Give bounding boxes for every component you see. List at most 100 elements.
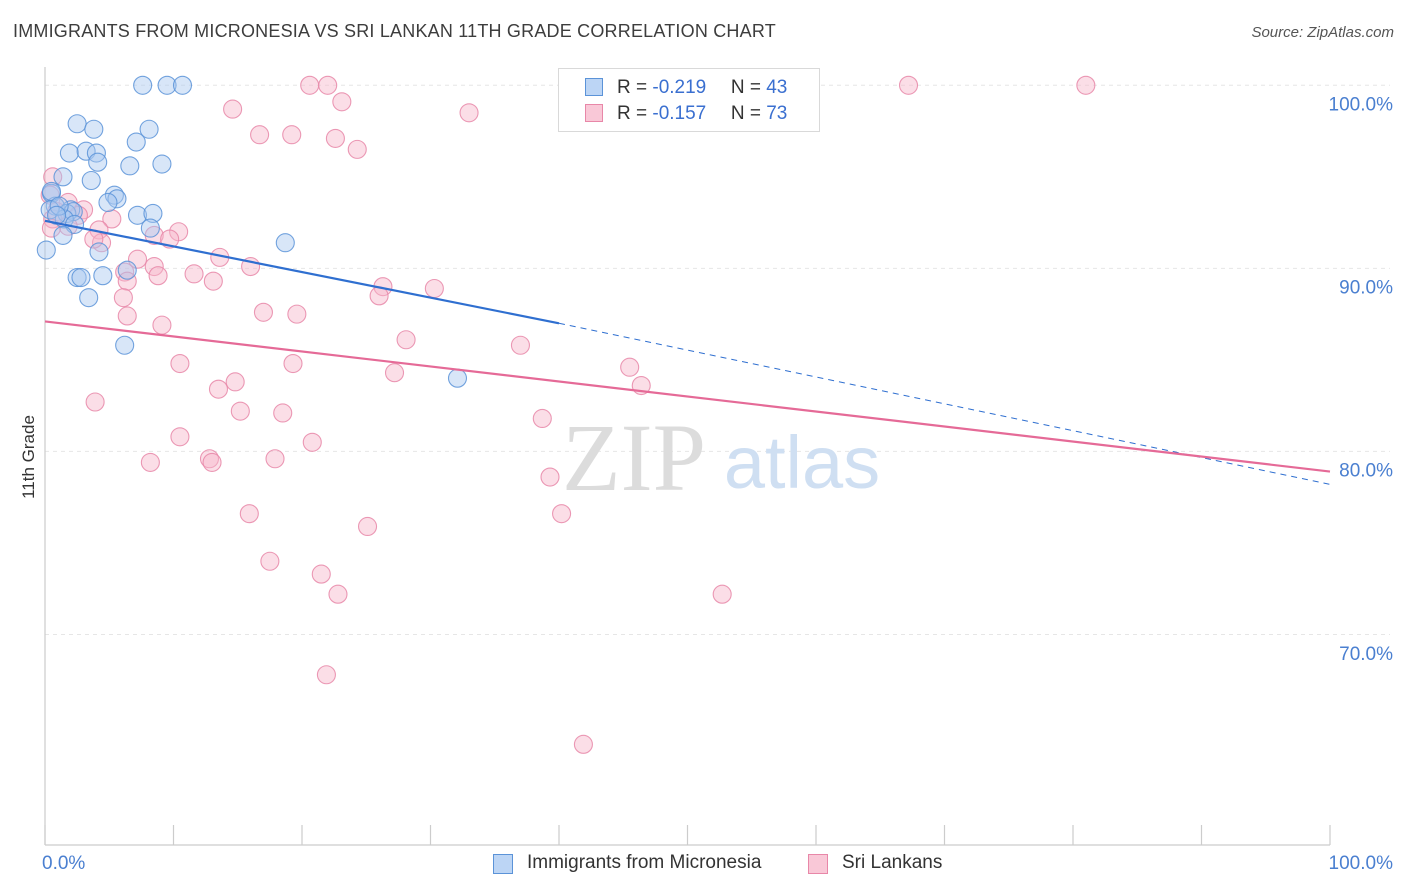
sri-lankan-point <box>532 408 552 429</box>
micronesia-point <box>152 154 172 174</box>
micronesia-point <box>172 75 193 95</box>
micronesia-point <box>126 132 146 152</box>
watermark: ZIP atlas <box>562 404 880 511</box>
sri-lankan-point <box>357 516 378 537</box>
sri-lankan-point <box>347 139 367 159</box>
sri-lankan-point <box>573 734 593 754</box>
sri-lankan-point <box>332 92 352 112</box>
sri-lankan-point <box>302 432 322 452</box>
micronesia-point <box>89 242 109 262</box>
sri-lankan-point <box>318 75 338 95</box>
legend-n-label: N = <box>730 77 767 98</box>
micronesia-point <box>53 225 73 245</box>
micronesia-point <box>140 218 160 238</box>
sri-lankan-point <box>316 665 336 685</box>
micronesia-point <box>133 75 153 95</box>
micronesia-point <box>143 203 163 223</box>
legend-r-value: -0.157 <box>652 103 707 124</box>
legend-swatch-blue <box>585 78 603 96</box>
sri-lankan-point <box>282 125 302 145</box>
legend-n-value: 43 <box>766 77 788 98</box>
bottom-legend-label: Immigrants from Micronesia <box>527 852 762 873</box>
y-axis-label: 11th Grade <box>19 415 38 499</box>
sri-lankan-point <box>273 403 293 423</box>
sri-lankan-point <box>265 449 285 469</box>
micronesia-point <box>115 335 135 355</box>
sri-lankan-point <box>620 357 640 377</box>
bottom-legend-swatch-pink <box>808 854 828 874</box>
sri-lankan-point <box>225 372 245 392</box>
sri-lankan-point <box>328 584 348 604</box>
sri-lankan-point <box>325 128 345 148</box>
sri-lankan-point <box>311 564 331 584</box>
y-tick-label: 80.0% <box>1339 461 1393 482</box>
sri-lankan-point <box>260 551 280 571</box>
micronesia-point <box>120 156 140 176</box>
sri-lankan-point <box>152 315 172 335</box>
micronesia-point <box>71 267 91 288</box>
sri-lankan-point <box>117 271 137 291</box>
sri-lankan-point <box>148 266 168 286</box>
y-tick-label: 90.0% <box>1339 278 1393 299</box>
sri-lankan-point <box>712 584 732 604</box>
sri-lankan-point <box>239 504 259 524</box>
legend-r-value: -0.219 <box>652 77 707 98</box>
micronesia-trend-line <box>44 219 560 325</box>
sri-lankan-point <box>459 103 479 123</box>
legend-r-label: R = <box>617 103 653 124</box>
sri-lankan-point <box>85 392 105 412</box>
bottom-legend-swatch-blue <box>493 854 513 874</box>
micronesia-point <box>53 167 73 187</box>
micronesia-point <box>67 114 87 134</box>
sri-lankan-point <box>510 335 531 355</box>
sri-lankan-trend-line <box>44 320 1331 473</box>
sri-lankan-point <box>552 504 572 524</box>
micronesia-point <box>117 260 137 280</box>
chart-title: IMMIGRANTS FROM MICRONESIA VS SRI LANKAN… <box>13 21 776 41</box>
micronesia-point <box>41 181 61 202</box>
watermark-zip: ZIP <box>562 404 706 511</box>
sri-lankan-point <box>424 278 444 299</box>
sri-lankan-point <box>144 256 164 277</box>
gridlines <box>45 84 1390 635</box>
micronesia-point <box>59 143 79 163</box>
source-note: Source: ZipAtlas.com <box>1251 24 1394 41</box>
legend-r-label: R = <box>617 77 653 98</box>
micronesia-point <box>127 205 148 225</box>
series-micronesia-points <box>36 75 468 388</box>
sri-lankan-point <box>300 75 320 95</box>
micronesia-point <box>93 266 113 286</box>
y-tick-label: 100.0% <box>1329 95 1394 116</box>
trend-lines <box>44 219 1331 485</box>
sri-lankan-point <box>170 354 190 374</box>
sri-lankan-point <box>184 264 204 284</box>
micronesia-point <box>88 152 108 172</box>
legend-n-value: 73 <box>766 103 788 124</box>
sri-lankan-point <box>223 99 243 119</box>
micronesia-point <box>47 205 67 225</box>
sri-lankan-point <box>396 330 416 350</box>
x-tick-label: 0.0% <box>42 853 85 874</box>
sri-lankan-point <box>1076 75 1096 95</box>
sri-lankan-point <box>208 379 229 399</box>
sri-lankan-point <box>160 229 180 249</box>
axes <box>44 67 1331 846</box>
micronesia-point <box>84 119 104 139</box>
sri-lankan-point <box>202 452 222 472</box>
sri-lankan-point <box>170 427 190 447</box>
sri-lankan-point <box>384 363 405 383</box>
micronesia-point <box>98 192 118 213</box>
sri-lankan-point <box>117 306 137 326</box>
micronesia-point <box>36 240 56 260</box>
micronesia-point <box>81 170 101 191</box>
sri-lankan-point <box>43 167 63 187</box>
sri-lankan-point <box>250 125 270 145</box>
legend-n-label: N = <box>730 103 767 124</box>
stats-legend: R = -0.219 N = 43 R = -0.157 N = 73 <box>558 68 820 132</box>
sri-lankan-point <box>253 302 274 322</box>
sri-lankan-point <box>102 209 122 229</box>
legend-swatch-pink <box>585 104 603 122</box>
micronesia-point <box>157 75 177 95</box>
sri-lankan-point <box>230 401 250 421</box>
